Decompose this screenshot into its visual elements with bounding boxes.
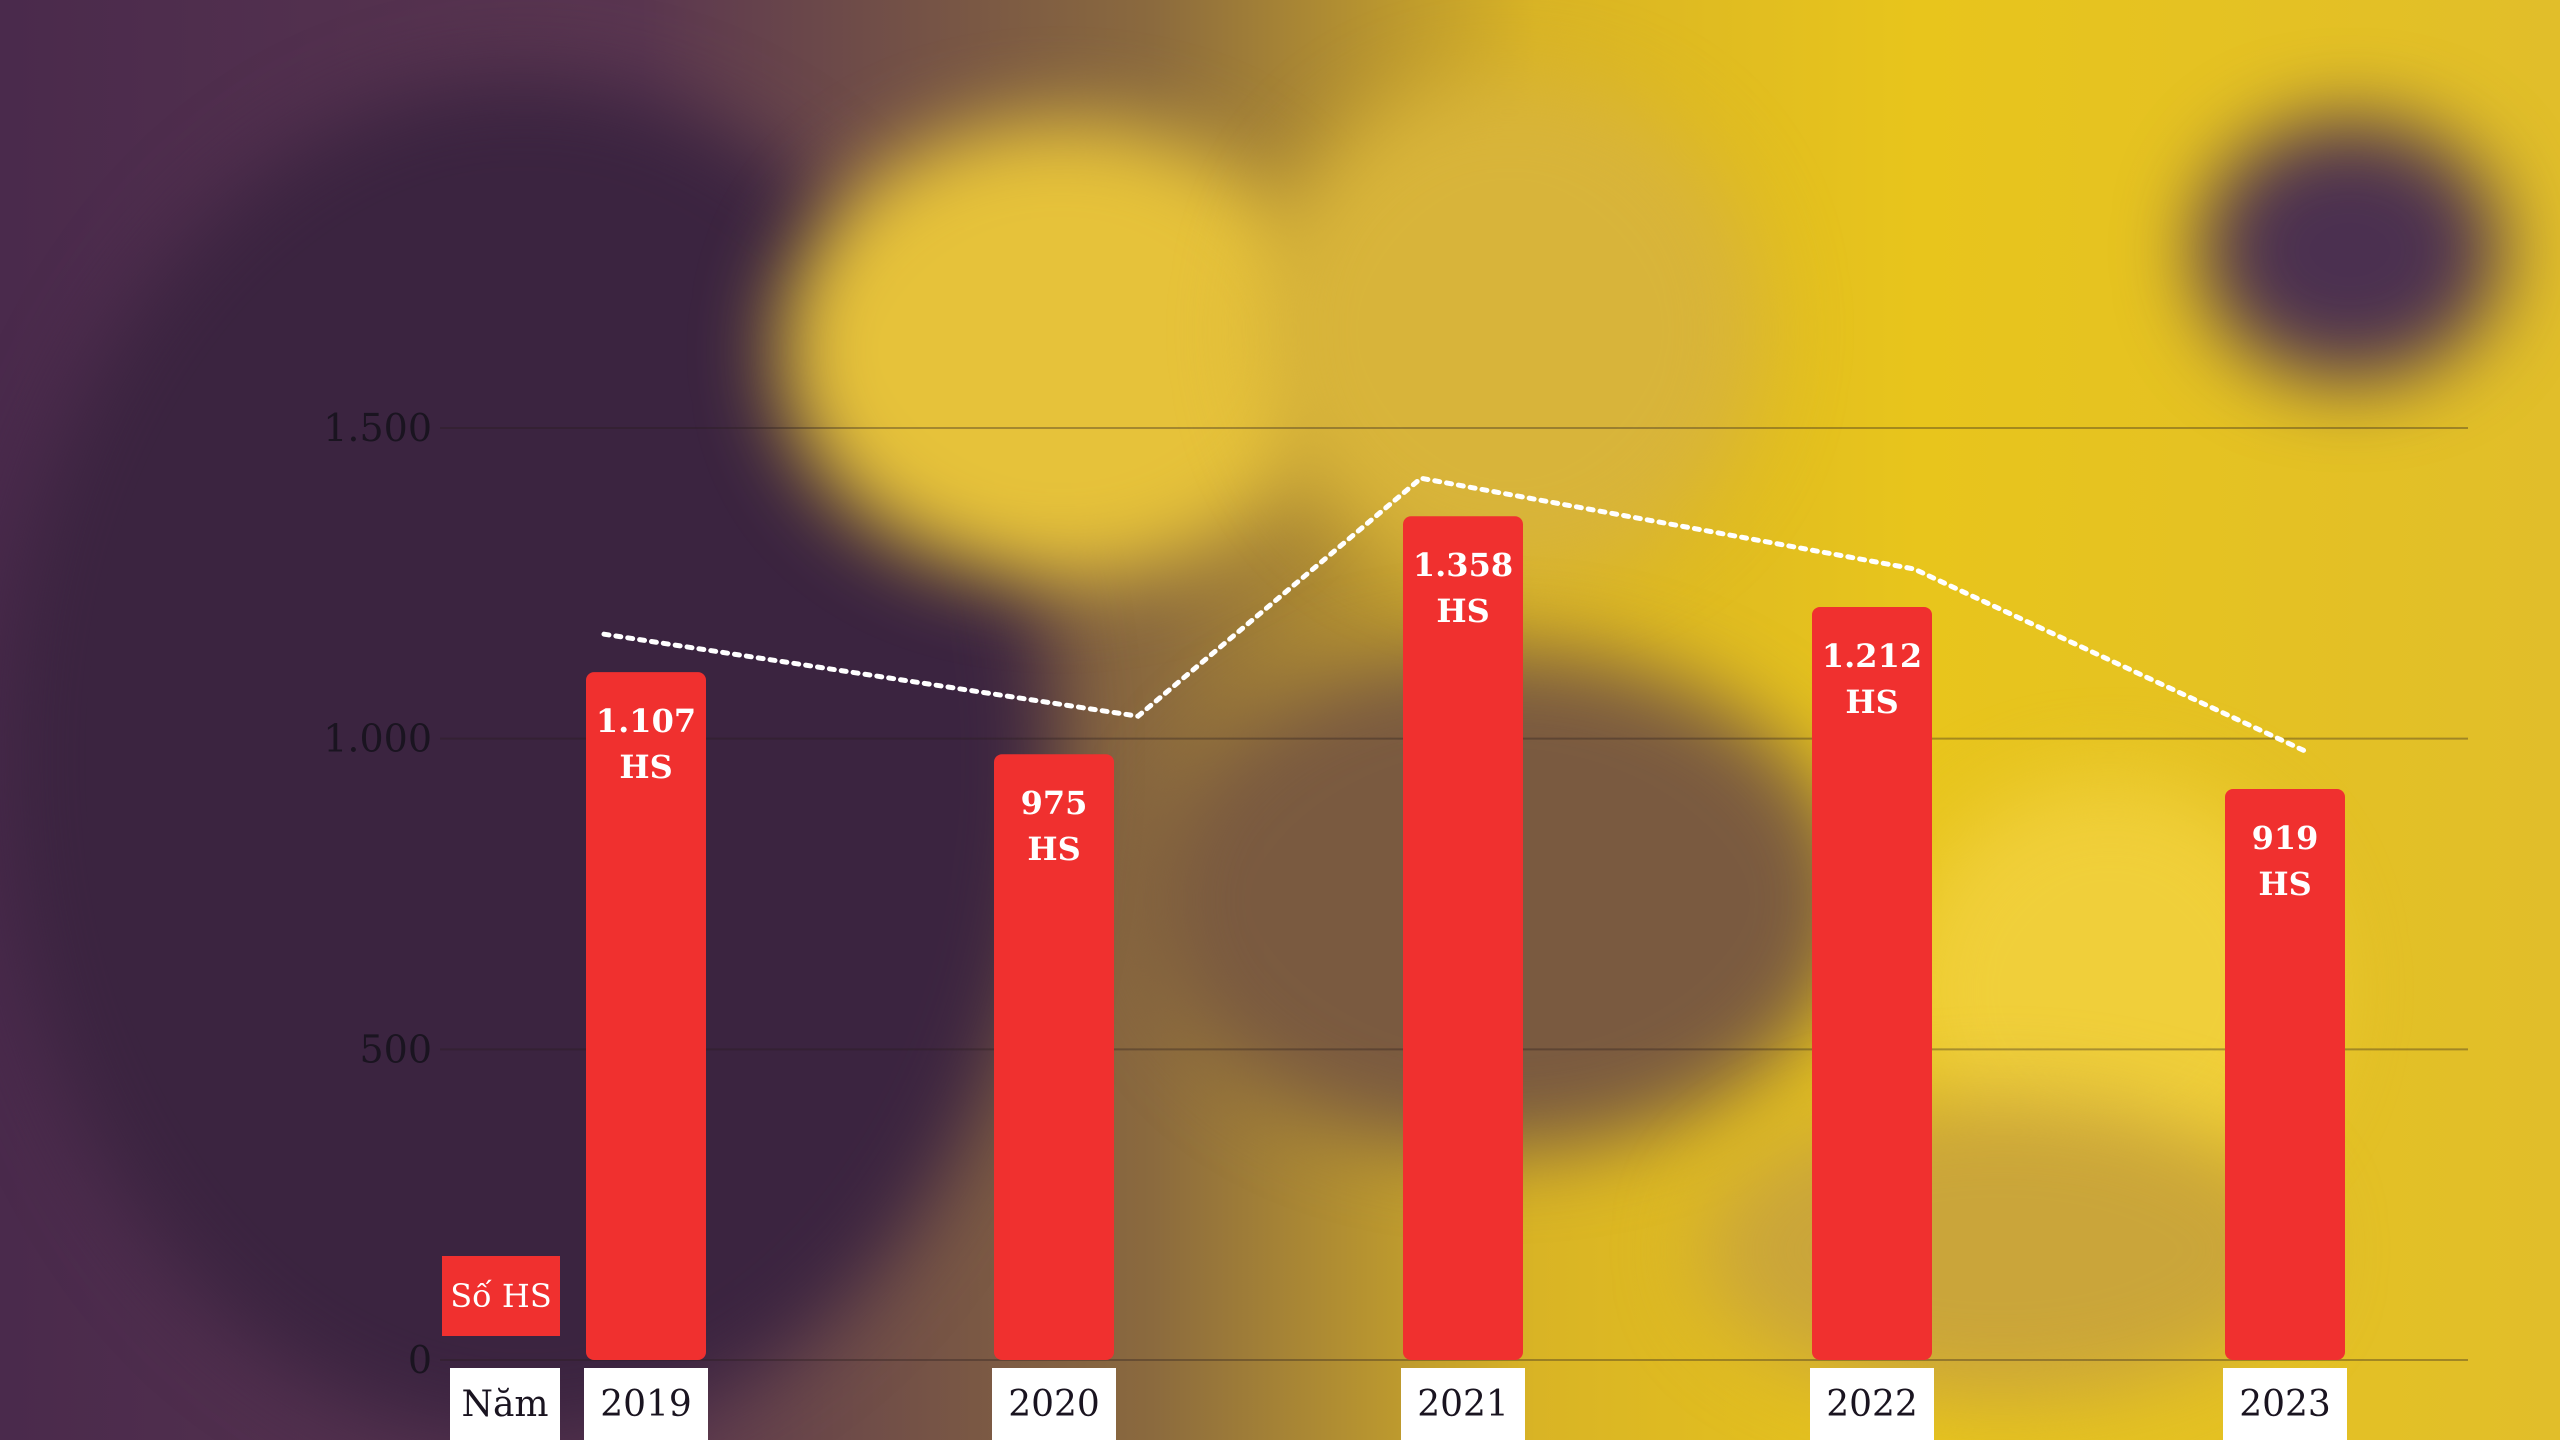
photo-shape	[1700, 1100, 2300, 1400]
bar-value-label: HS	[1845, 683, 1898, 721]
legend-item: Số HS	[442, 1256, 560, 1336]
photo-shape	[780, 120, 1340, 580]
y-tick-label: 0	[408, 1338, 432, 1382]
bar-2020	[994, 754, 1114, 1360]
bar-value-label: HS	[1027, 830, 1080, 868]
x-axis-label: Năm	[450, 1368, 560, 1440]
bar-2023	[2225, 788, 2345, 1360]
x-tick-label-2019: 2019	[584, 1368, 708, 1440]
y-tick-label: 1.000	[323, 717, 432, 761]
y-tick-label: 500	[359, 1027, 432, 1071]
bar-value-label: 1.107	[596, 702, 696, 740]
x-tick-label-2021: 2021	[1401, 1368, 1525, 1440]
photo-shape	[2200, 120, 2500, 380]
x-tick-label-2023: 2023	[2223, 1368, 2347, 1440]
x-tick-label-2022: 2022	[1810, 1368, 1934, 1440]
bar-value-label: HS	[619, 748, 672, 786]
bar-value-label: 975	[1021, 784, 1088, 822]
bar-value-label: 919	[2252, 819, 2319, 857]
bar-2022	[1812, 606, 1932, 1360]
x-tick-label-2020: 2020	[992, 1368, 1116, 1440]
bar-value-label: HS	[2258, 865, 2311, 903]
bars	[586, 516, 2345, 1360]
bar-value-label: 1.358	[1413, 546, 1513, 584]
bar-2019	[586, 672, 706, 1360]
trend-line	[601, 475, 2308, 754]
y-axis-ticks: 0 500 1.000 1.500	[323, 406, 432, 1382]
bar-labels: 1.107 HS 975 HS 1.358 HS 1.212 HS 919 HS	[596, 546, 2319, 903]
bar-2021	[1403, 516, 1523, 1360]
bar-value-label: HS	[1436, 592, 1489, 630]
bar-value-label: 1.212	[1822, 637, 1922, 675]
y-tick-label: 1.500	[323, 406, 432, 450]
